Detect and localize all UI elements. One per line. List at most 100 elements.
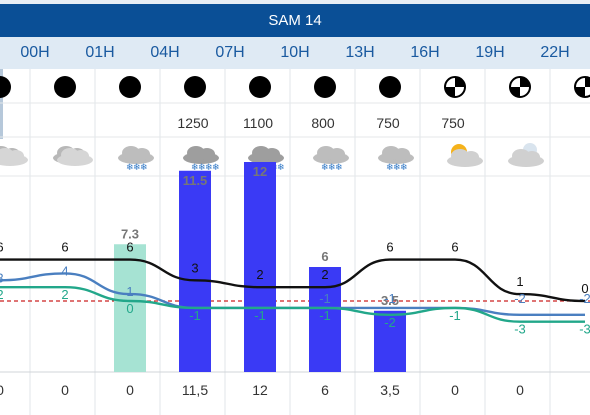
snowflake-icon: ❄ [386, 163, 394, 173]
cloud-icon [199, 148, 215, 160]
cloud-icon [73, 150, 89, 162]
cloud-icon [394, 148, 410, 160]
visibility-dot-icon [54, 76, 76, 98]
precip-value: 0 [126, 382, 134, 398]
precip-value: 12 [252, 382, 268, 398]
visibility-dot-icon [249, 76, 271, 98]
visibility-dot-icon [314, 76, 336, 98]
snowflake-icon: ❄ [140, 163, 148, 173]
series-label-dew: 0 [126, 301, 133, 316]
series-label-dew: -3 [579, 322, 590, 337]
precip-bar-label: 3.5 [381, 293, 399, 308]
series-label-felt: 1 [126, 284, 133, 299]
snowflake-icon: ❄ [400, 163, 408, 173]
visibility-dot-icon [379, 76, 401, 98]
series-label-felt: 3 [0, 270, 4, 285]
precip-bar-label: 12 [253, 164, 267, 179]
hour-label: 07H [215, 44, 245, 61]
snowflake-icon: ❄ [126, 163, 134, 173]
precip-value: 3,5 [380, 382, 400, 398]
visibility-partial-icon [585, 77, 590, 87]
snowflake-icon: ❄ [393, 163, 401, 173]
precip-bar [374, 310, 406, 372]
series-label-temp: 0 [581, 281, 588, 296]
altitude-label: 1100 [242, 115, 274, 131]
series-label-temp: 6 [126, 240, 133, 255]
hour-label: 16H [410, 44, 440, 61]
precip-value: 6 [321, 382, 329, 398]
left-rule [0, 69, 3, 139]
series-label-temp: 6 [451, 240, 458, 255]
altitude-label: 1250 [177, 115, 209, 131]
precip-bar [179, 170, 211, 372]
series-label-dew: 2 [61, 287, 68, 302]
visibility-partial-icon [520, 77, 530, 87]
snowflake-icon: ❄ [133, 163, 141, 173]
snowflake-icon: ❄ [205, 163, 213, 173]
snowflake-icon: ❄ [335, 163, 343, 173]
hour-label: 22H [540, 44, 570, 61]
snowflake-icon: ❄ [328, 163, 336, 173]
series-label-dew: -3 [514, 322, 526, 337]
series-label-temp: 3 [191, 260, 198, 275]
precip-value: 0 [0, 382, 30, 398]
cloud-icon [8, 150, 24, 162]
precip-value: 0 [516, 382, 524, 398]
series-label-temp: 6 [0, 240, 4, 255]
altitude-label: 750 [441, 115, 465, 131]
day-label: SAM 14 [268, 12, 322, 29]
series-label-temp: 6 [61, 240, 68, 255]
series-label-felt: 4 [61, 263, 68, 278]
visibility-dot-icon [0, 76, 11, 98]
altitude-label: 800 [311, 115, 335, 131]
altitude-label: 750 [376, 115, 400, 131]
hour-label: 13H [345, 44, 375, 61]
snowflake-icon: ❄ [212, 163, 220, 173]
visibility-partial-icon [445, 87, 455, 97]
hour-label: 10H [280, 44, 310, 61]
series-label-dew: -1 [189, 308, 201, 323]
precip-value: 0 [61, 382, 69, 398]
precip-bar-label: 7.3 [121, 226, 139, 241]
series-label-temp: 2 [256, 267, 263, 282]
snowflake-icon: ❄ [321, 163, 329, 173]
precip-bar-label: 11.5 [183, 173, 208, 188]
visibility-partial-icon [510, 87, 520, 97]
series-label-dew: -1 [319, 308, 331, 323]
snowflake-icon: ❄ [191, 163, 199, 173]
snowflake-icon: ❄ [277, 163, 285, 173]
series-label-dew: -1 [449, 308, 461, 323]
snowflake-icon: ❄ [198, 163, 206, 173]
cloud-icon [264, 148, 280, 160]
cloud-icon [524, 151, 540, 163]
precip-value: 0 [451, 382, 459, 398]
series-label-felt: -2 [514, 291, 526, 306]
series-label-dew: -2 [384, 315, 396, 330]
visibility-dot-icon [184, 76, 206, 98]
top-band [0, 0, 590, 4]
precip-bar [244, 162, 276, 372]
precip-value: 11,5 [181, 382, 209, 398]
series-line-temp [0, 258, 586, 303]
series-label-temp: 2 [321, 267, 328, 282]
cloud-icon [329, 148, 345, 160]
series-label-temp: 6 [386, 240, 393, 255]
precip-bar [309, 267, 341, 372]
hour-label: 01H [85, 44, 115, 61]
visibility-partial-icon [455, 77, 465, 87]
precip-bar [114, 244, 146, 372]
series-line-dew [0, 285, 585, 323]
series-label-dew: 2 [0, 287, 4, 302]
cloud-icon [134, 148, 150, 160]
series-label-temp: 1 [516, 274, 523, 289]
hours-row: 00H 01H 04H 07H 10H 13H 16H 19H 22H [0, 37, 590, 69]
hour-label: 19H [475, 44, 505, 61]
series-label-felt: -1 [384, 291, 396, 306]
cloud-icon [463, 151, 479, 163]
series-label-felt: -2 [579, 291, 590, 306]
series-label-felt: -1 [319, 291, 331, 306]
precip-bar-label: 6 [321, 249, 328, 264]
hour-label: 04H [150, 44, 180, 61]
series-label-dew: -1 [254, 308, 266, 323]
